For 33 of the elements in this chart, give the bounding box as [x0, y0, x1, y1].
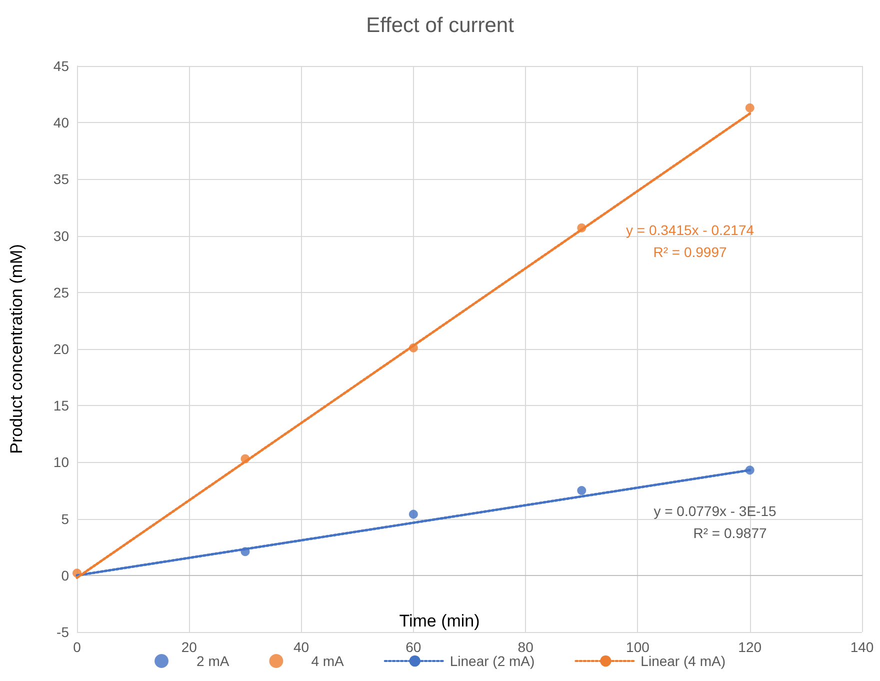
point: [577, 486, 586, 495]
x-tick-label: 140: [850, 639, 874, 655]
y-tick-label: 15: [53, 398, 70, 414]
x-tick-label: 120: [738, 639, 762, 655]
y-axis-title: Product concentration (mM): [7, 244, 26, 454]
y-tick-label: 20: [53, 341, 70, 357]
y-tick-label: 0: [61, 567, 70, 584]
legend-label: Linear (4 mA): [640, 653, 726, 669]
y-tick-label: 10: [53, 454, 70, 470]
legend-label: 2 mA: [196, 653, 230, 669]
annotation: y = 0.0779x - 3E-15: [654, 503, 776, 519]
annotation: R² = 0.9997: [653, 244, 727, 260]
legend-label: Linear (2 mA): [450, 653, 535, 669]
point: [745, 103, 754, 112]
annotation: R² = 0.9877: [693, 525, 767, 541]
x-tick-label: 40: [293, 639, 310, 655]
y-tick-label: 40: [53, 114, 70, 131]
legend-label: 4 mA: [311, 653, 345, 669]
annotation: y = 0.3415x - 0.2174: [626, 222, 754, 238]
y-tick-label: -5: [56, 624, 70, 640]
x-tick-label: 80: [518, 639, 534, 655]
x-tick-label: 0: [73, 639, 82, 655]
x-tick-label: 100: [626, 639, 650, 655]
y-tick-label: 45: [53, 58, 70, 74]
y-tick-label: 5: [61, 510, 70, 527]
x-axis-title: Time (min): [399, 612, 480, 630]
point: [408, 510, 418, 519]
y-tick-label: 30: [53, 228, 70, 244]
y-tick-label: 35: [53, 171, 70, 188]
chart-title: Effect of current: [366, 14, 514, 37]
y-tick-label: 25: [53, 284, 70, 300]
x-tick-label: 60: [406, 639, 422, 655]
x-tick-label: 20: [181, 639, 198, 655]
